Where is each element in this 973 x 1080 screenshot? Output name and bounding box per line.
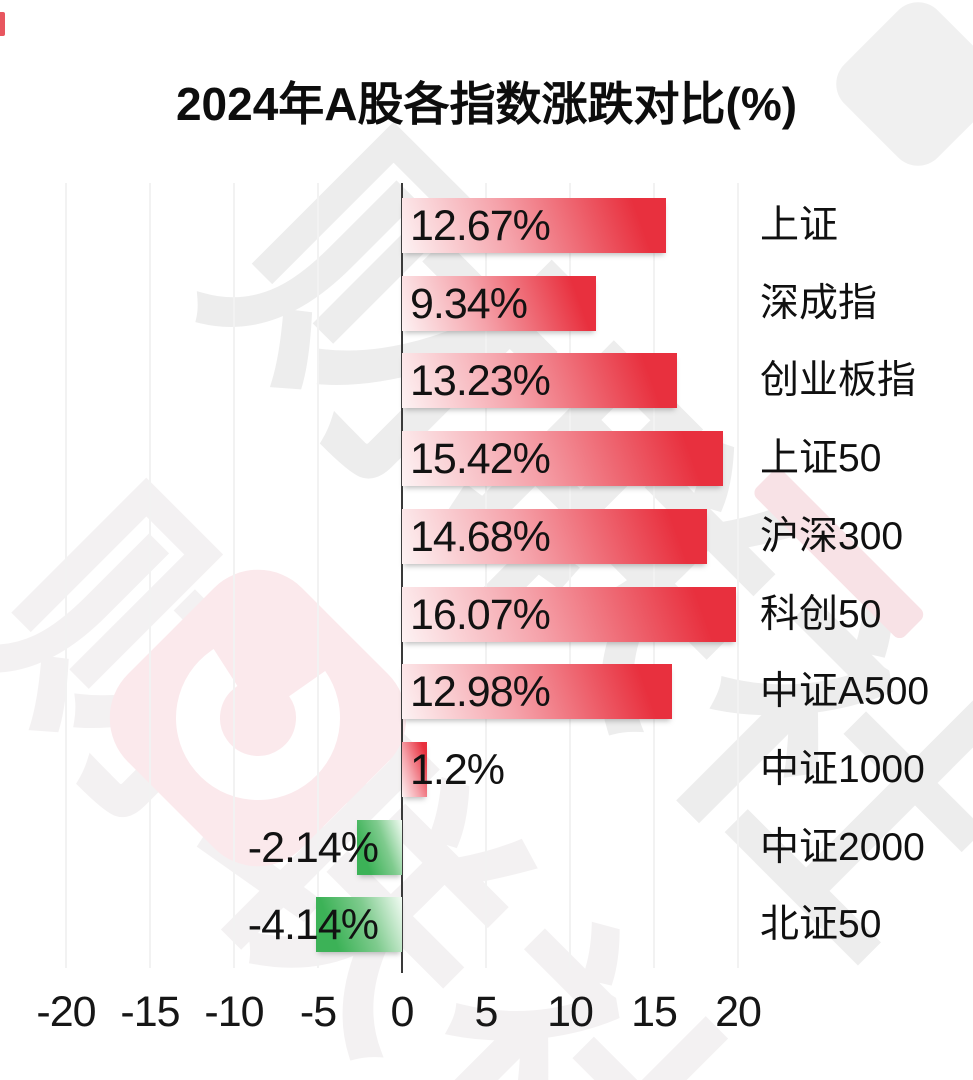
value-label: 1.2% [410,746,505,794]
x-tick-label: 5 [474,988,499,1036]
gridline [653,183,655,968]
bar [402,431,723,486]
category-label: 上证 [760,204,839,247]
bar-row: 16.07% 科创50 [0,587,973,642]
category-label: 创业板指 [760,359,917,402]
bar [402,353,677,408]
value-label: 13.23% [410,357,551,405]
bar-row: 1.2% 中证1000 [0,742,973,797]
category-label: 深成指 [760,282,878,325]
category-label: 中证1000 [760,748,925,791]
x-tick-label: -10 [204,988,264,1036]
bar-row: 15.42% 上证50 [0,431,973,486]
bar-row: -4.14% 北证50 [0,897,973,952]
gridline [737,183,739,968]
category-label: 中证A500 [760,670,930,713]
chart-title: 2024年A股各指数涨跌对比(%) [175,78,798,130]
value-label: 14.68% [410,513,551,561]
category-label: 北证50 [760,903,882,946]
x-tick-label: 15 [631,988,678,1036]
gridline [485,183,487,968]
x-tick-label: -15 [120,988,180,1036]
bar [402,276,596,331]
value-label: -4.14% [247,901,379,949]
value-label: 12.98% [410,668,551,716]
x-tick-label: 10 [547,988,594,1036]
value-label: 15.42% [410,435,551,483]
value-label: 9.34% [410,280,528,328]
category-label: 沪深300 [760,515,904,558]
bar-row: 14.68% 沪深300 [0,509,973,564]
bar-row: 13.23% 创业板指 [0,353,973,408]
bar [402,587,736,642]
x-tick-label: 0 [390,988,415,1036]
bar [402,198,666,253]
gridline [65,183,67,968]
value-label: 16.07% [410,591,551,639]
value-label: 12.67% [410,202,551,250]
x-tick-label: 20 [715,988,762,1036]
x-tick-label: -20 [36,988,96,1036]
category-label: 科创50 [760,593,882,636]
bar [402,664,672,719]
category-label: 中证2000 [760,826,925,869]
bar-row: -2.14% 中证2000 [0,820,973,875]
bar-row: 9.34% 深成指 [0,276,973,331]
category-label: 上证50 [760,437,882,480]
bar [402,509,707,564]
bar [316,897,402,952]
bar-row: 12.98% 中证A500 [0,664,973,719]
gridline [569,183,571,968]
bar-row: 12.67% 上证 [0,198,973,253]
x-tick-label: -5 [299,988,337,1036]
value-label: -2.14% [247,824,379,872]
